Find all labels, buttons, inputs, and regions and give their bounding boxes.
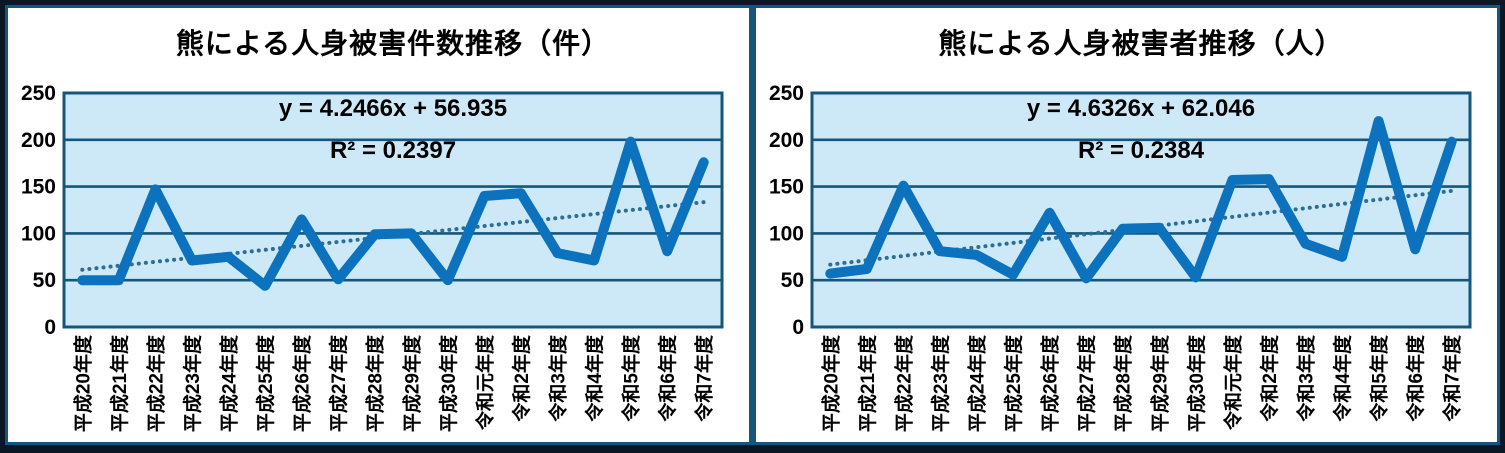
x-axis-label: 平成27年度 — [327, 334, 350, 432]
x-axis-label: 平成28年度 — [1112, 334, 1135, 432]
y-tick-label-100: 100 — [769, 222, 804, 245]
x-axis-label: 令和6年度 — [656, 334, 679, 422]
x-axis-label: 令和5年度 — [620, 334, 643, 422]
chart-panel-victims: 熊による人身被害者推移（人） y = 4.6326x + 62.046 R² =… — [752, 5, 1500, 445]
chart-canvas-victims: 050100150200250平成20年度 平成21年度 平成22年度 平成23年度平… — [769, 82, 1472, 432]
x-axis-label: 平成30年度 — [437, 334, 460, 432]
y-tick-label-0: 0 — [44, 316, 56, 339]
x-axis-label: 平成28年度 — [364, 334, 387, 432]
chart-title: 熊による人身被害者推移（人） — [938, 28, 1344, 59]
x-axis-label: 平成22年度 — [144, 334, 167, 432]
x-axis-label: 令和7年度 — [1441, 334, 1464, 422]
plot-border — [62, 91, 724, 329]
y-tick-label-50: 50 — [33, 269, 56, 292]
x-axis-label: 平成23年度 — [929, 334, 952, 432]
x-axis-label: 平成20年度 — [71, 334, 94, 432]
x-axis-label: 令和元年度 — [1221, 334, 1244, 430]
x-axis-label: 平成25年度 — [1002, 334, 1025, 432]
chart-panel-cases: 熊による人身被害件数推移（件） y = 4.2466x + 56.935 R² … — [5, 5, 752, 445]
chart-canvas-cases: 050100150200250平成20年度 平成21年度 平成22年度 平成23年度平… — [21, 82, 724, 432]
x-axis-label: 令和7年度 — [693, 334, 716, 422]
y-tick-label-150: 150 — [21, 176, 56, 199]
x-axis-label: 平成20年度 — [819, 334, 842, 432]
x-axis-label: 令和3年度 — [547, 334, 570, 422]
plot-area — [812, 93, 1470, 327]
y-tick-label-100: 100 — [21, 222, 56, 245]
x-axis-label: 令和6年度 — [1404, 334, 1427, 422]
y-tick-label-250: 250 — [769, 82, 804, 105]
y-tick-label-250: 250 — [21, 82, 56, 105]
x-axis-label: 令和2年度 — [1258, 334, 1281, 422]
y-tick-label-200: 200 — [769, 129, 804, 152]
x-axis-label: 平成26年度 — [1039, 334, 1062, 432]
y-tick-label-0: 0 — [792, 316, 804, 339]
x-axis-label: 平成29年度 — [400, 334, 423, 432]
x-axis-label: 令和3年度 — [1295, 334, 1318, 422]
y-tick-label-200: 200 — [21, 129, 56, 152]
x-axis-label: 平成25年度 — [254, 334, 277, 432]
x-axis-label: 平成24年度 — [966, 334, 989, 432]
x-axis-label: 平成23年度 — [181, 334, 204, 432]
x-axis-label: 平成30年度 — [1185, 334, 1208, 432]
x-axis-label: 平成22年度 — [892, 334, 915, 432]
data-series-line — [825, 116, 1457, 284]
x-axis-label: 平成24年度 — [218, 334, 241, 432]
x-axis-label: 令和5年度 — [1368, 334, 1391, 422]
x-axis-label: 平成26年度 — [291, 334, 314, 432]
x-axis-label: 令和元年度 — [473, 334, 496, 430]
chart-title: 熊による人身被害件数推移（件） — [175, 28, 611, 59]
plot-border — [810, 91, 1472, 329]
x-axis-label: 平成27年度 — [1075, 334, 1098, 432]
y-tick-label-50: 50 — [781, 269, 804, 292]
x-axis-label: 平成21年度 — [856, 334, 879, 432]
data-series-line — [77, 136, 709, 291]
y-tick-label-150: 150 — [769, 176, 804, 199]
x-axis-label: 令和4年度 — [1331, 334, 1354, 422]
x-axis-label: 令和4年度 — [583, 334, 606, 422]
x-axis-label: 平成21年度 — [108, 334, 131, 432]
x-axis-label: 令和2年度 — [510, 334, 533, 422]
x-axis-label: 平成29年度 — [1148, 334, 1171, 432]
